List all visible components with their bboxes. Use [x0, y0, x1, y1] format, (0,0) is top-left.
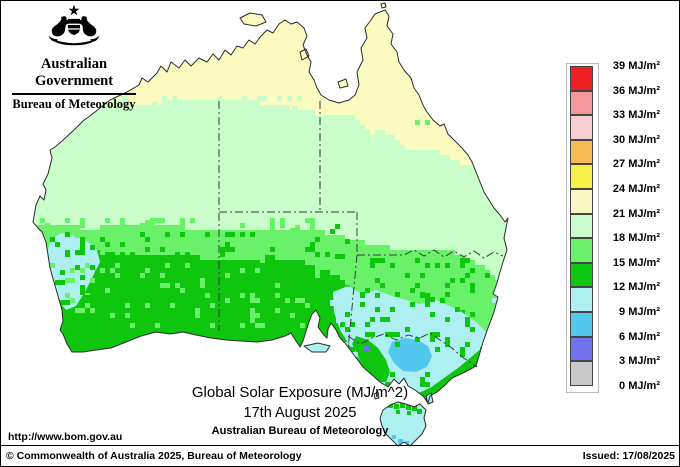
legend-label: 18 MJ/m² — [612, 232, 660, 245]
coat-of-arms-icon — [48, 4, 100, 46]
legend-frame — [566, 63, 599, 393]
legend-box — [570, 238, 593, 263]
legend-label: 3 MJ/m² — [619, 355, 660, 368]
map-title: Global Solar Exposure (MJ/m^2) — [191, 384, 409, 401]
legend-box — [570, 139, 593, 165]
legend-box — [570, 115, 593, 140]
map-date: 17th August 2025 — [243, 405, 357, 421]
legend-label: 12 MJ/m² — [612, 281, 660, 294]
legend-label: 39 MJ/m² — [612, 60, 660, 72]
dept-title: Bureau of Meteorology — [12, 97, 136, 111]
copyright-text: © Commonwealth of Australia 2025, Bureau… — [6, 450, 302, 462]
legend-box — [570, 164, 593, 189]
legend-box — [570, 361, 593, 386]
issued-date: Issued: 17/08/2025 — [582, 450, 675, 462]
header-rule — [12, 93, 136, 95]
legend-label: 9 MJ/m² — [619, 306, 660, 318]
legend-box — [570, 336, 593, 362]
legend-box — [570, 189, 593, 214]
legend-label: 30 MJ/m² — [612, 133, 660, 146]
legend-box — [570, 312, 593, 337]
legend-label: 24 MJ/m² — [612, 183, 660, 195]
header: Australian Government Bureau of Meteorol… — [6, 4, 142, 112]
legend-label: 15 MJ/m² — [612, 256, 660, 269]
legend-box — [570, 66, 593, 91]
legend-label: 6 MJ/m² — [619, 330, 660, 343]
title-block: Global Solar Exposure (MJ/m^2) 17th Augu… — [130, 384, 470, 437]
legend-box — [570, 213, 593, 239]
legend-label: 36 MJ/m² — [612, 84, 660, 97]
map-source: Australian Bureau of Meteorology — [211, 425, 389, 437]
legend-box — [570, 287, 593, 312]
footer-divider — [0, 445, 680, 446]
bom-url[interactable]: http://www.bom.gov.au — [8, 431, 123, 443]
legend-label: 0 MJ/m² — [619, 379, 660, 392]
legend-box — [570, 262, 593, 288]
legend-label: 27 MJ/m² — [612, 158, 660, 171]
gov-title: Australian Government — [34, 56, 114, 89]
legend-box — [570, 90, 593, 116]
legend-label: 33 MJ/m² — [612, 109, 660, 122]
legend-label: 21 MJ/m² — [612, 207, 660, 220]
